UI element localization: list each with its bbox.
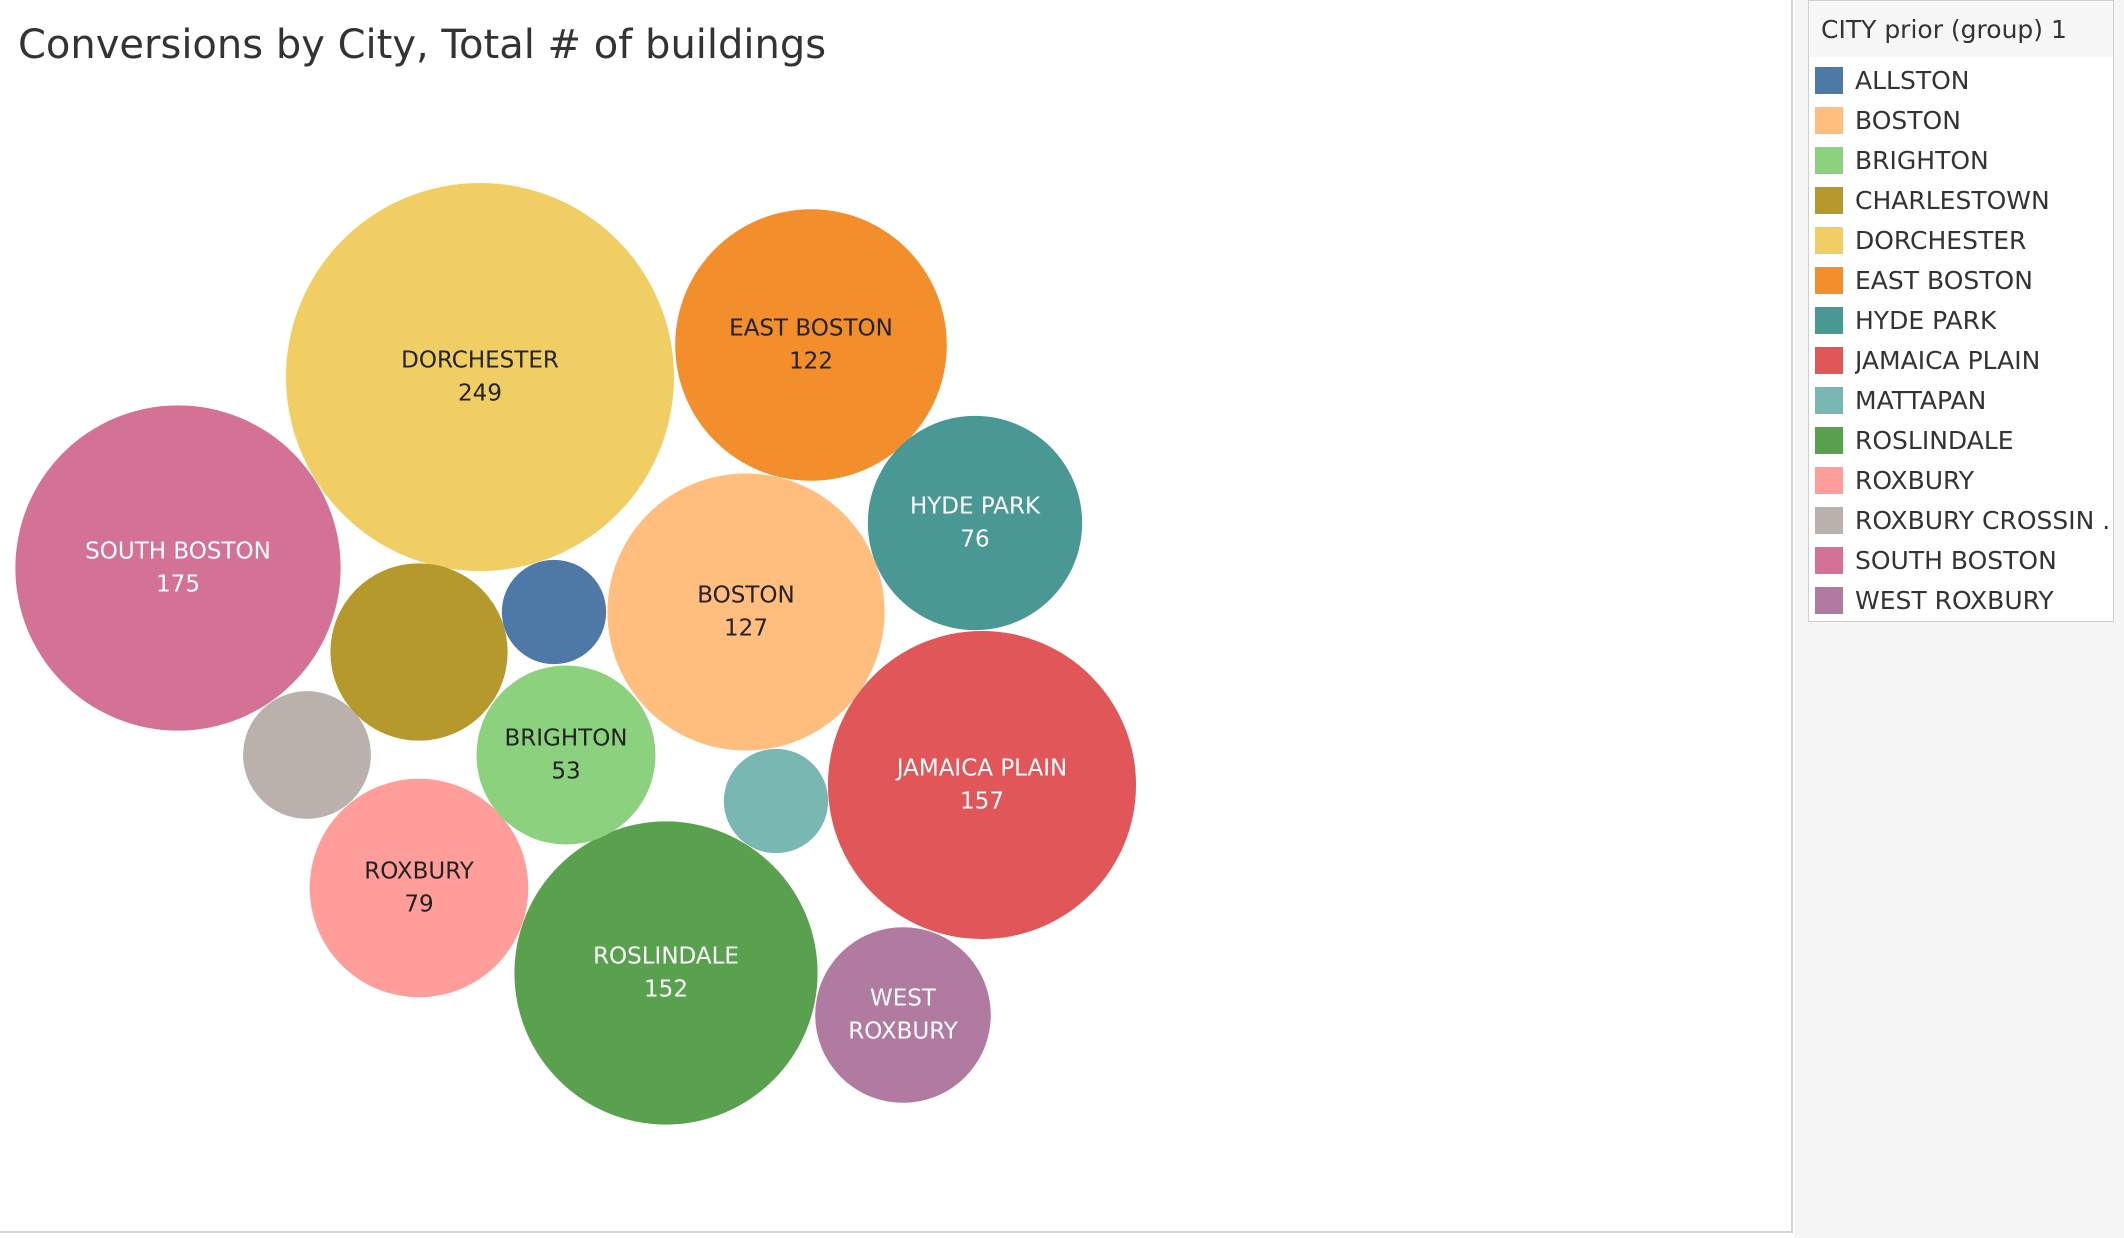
- bubble-dorchester[interactable]: [286, 183, 674, 571]
- legend-item-east-boston[interactable]: EAST BOSTON: [1815, 260, 2109, 300]
- bubble-west-roxbury[interactable]: [815, 927, 991, 1103]
- legend-label: MATTAPAN: [1855, 385, 1987, 415]
- legend-swatch: [1815, 226, 1843, 254]
- legend-item-hyde-park[interactable]: HYDE PARK: [1815, 300, 2109, 340]
- legend-label: DORCHESTER: [1855, 225, 2027, 255]
- bubble-charlestown[interactable]: [330, 563, 508, 741]
- bubble-chart: DORCHESTER 249 SOUTH BOSTON 175 JAMAICA PLAI…: [15, 183, 1137, 1125]
- legend-item-south-boston[interactable]: SOUTH BOSTON: [1815, 540, 2109, 580]
- bubble-label-dorchester: DORCHESTER: [401, 348, 559, 374]
- legend-item-mattapan[interactable]: MATTAPAN: [1815, 380, 2109, 420]
- bubble-label-roxbury: ROXBURY: [364, 859, 474, 885]
- legend-title: CITY prior (group) 1: [1809, 1, 2113, 57]
- legend-label: BRIGHTON: [1855, 145, 1989, 175]
- legend-swatch: [1815, 266, 1843, 294]
- legend-label: JAMAICA PLAIN: [1855, 345, 2041, 375]
- bubble-south-boston[interactable]: [15, 405, 341, 731]
- bubble-roxbury-crossin[interactable]: [243, 691, 371, 819]
- bubble-roslindale[interactable]: [514, 821, 818, 1125]
- legend-label: EAST BOSTON: [1855, 265, 2033, 295]
- bubble-allston[interactable]: [501, 559, 607, 665]
- legend-label: ROSLINDALE: [1855, 425, 2014, 455]
- bubble-boston[interactable]: [607, 473, 885, 751]
- legend-swatch: [1815, 106, 1843, 134]
- legend-item-roxbury-crossin[interactable]: ROXBURY CROSSIN ..: [1815, 500, 2109, 540]
- legend-swatch: [1815, 466, 1843, 494]
- bubble-label-east-boston: EAST BOSTON: [729, 316, 893, 342]
- legend-label: ROXBURY CROSSIN ..: [1855, 505, 2109, 535]
- legend-swatch: [1815, 426, 1843, 454]
- bubble-value-roslindale: 152: [644, 977, 688, 1003]
- legend-label: ROXBURY: [1855, 465, 1975, 495]
- legend-swatch: [1815, 346, 1843, 374]
- legend-item-boston[interactable]: BOSTON: [1815, 100, 2109, 140]
- legend-item-allston[interactable]: ALLSTON: [1815, 60, 2109, 100]
- bubble-value-east-boston: 122: [789, 349, 833, 375]
- bubble-hyde-park[interactable]: [867, 415, 1083, 631]
- bubble-label-brighton: BRIGHTON: [504, 726, 627, 752]
- legend-item-jamaica-plain[interactable]: JAMAICA PLAIN: [1815, 340, 2109, 380]
- bubble-labels-layer: DORCHESTER 249 SOUTH BOSTON 175 JAMAICA PLAI…: [85, 316, 1067, 1045]
- bubble-value-boston: 127: [724, 616, 768, 642]
- legend-label: CHARLESTOWN: [1855, 185, 2050, 215]
- legend-item-brighton[interactable]: BRIGHTON: [1815, 140, 2109, 180]
- bubble-mattapan[interactable]: [723, 748, 829, 854]
- legend-label: WEST ROXBURY: [1855, 585, 2054, 615]
- legend-swatch: [1815, 186, 1843, 214]
- legend-label: SOUTH BOSTON: [1855, 545, 2057, 575]
- bubble-label-hyde-park: HYDE PARK: [910, 494, 1041, 520]
- bubble-value-south-boston: 175: [156, 572, 200, 598]
- bubbles-layer: [15, 183, 1137, 1125]
- bubble-value-hyde-park: 76: [960, 527, 989, 553]
- bubble-roxbury[interactable]: [309, 778, 529, 998]
- chart-pane: Conversions by City, Total # of building…: [0, 0, 1793, 1233]
- legend-swatch: [1815, 306, 1843, 334]
- legend-label: ALLSTON: [1855, 65, 1970, 95]
- bubble-label-west-roxbury: WEST: [870, 986, 937, 1012]
- bubble-value-brighton: 53: [551, 759, 580, 785]
- legend-label: HYDE PARK: [1855, 305, 1997, 335]
- color-legend[interactable]: CITY prior (group) 1 ALLSTON BOSTON BRIGHT…: [1808, 0, 2114, 622]
- bubble-label-roslindale: ROSLINDALE: [593, 944, 739, 970]
- legend-item-charlestown[interactable]: CHARLESTOWN: [1815, 180, 2109, 220]
- legend-item-west-roxbury[interactable]: WEST ROXBURY: [1815, 580, 2109, 620]
- bubble-label-boston: BOSTON: [697, 583, 794, 609]
- bubble-label-south-boston: SOUTH BOSTON: [85, 539, 271, 565]
- bubble-value-roxbury: 79: [404, 892, 433, 918]
- legend-swatch: [1815, 66, 1843, 94]
- legend-item-dorchester[interactable]: DORCHESTER: [1815, 220, 2109, 260]
- legend-swatch: [1815, 386, 1843, 414]
- legend-item-roslindale[interactable]: ROSLINDALE: [1815, 420, 2109, 460]
- legend-swatch: [1815, 146, 1843, 174]
- legend-swatch: [1815, 506, 1843, 534]
- bubble-brighton[interactable]: [476, 665, 656, 845]
- bubble-label-jamaica-plain: JAMAICA PLAIN: [895, 756, 1068, 782]
- legend-swatch: [1815, 546, 1843, 574]
- bubble-label-west-roxbury: ROXBURY: [848, 1019, 958, 1045]
- bubble-east-boston[interactable]: [675, 209, 947, 481]
- bubble-value-jamaica-plain: 157: [960, 789, 1004, 815]
- legend-swatch: [1815, 586, 1843, 614]
- bubble-value-dorchester: 249: [458, 381, 502, 407]
- legend-label: BOSTON: [1855, 105, 1961, 135]
- bubble-jamaica-plain[interactable]: [827, 630, 1137, 940]
- legend-item-roxbury[interactable]: ROXBURY: [1815, 460, 2109, 500]
- chart-title: Conversions by City, Total # of building…: [18, 22, 827, 68]
